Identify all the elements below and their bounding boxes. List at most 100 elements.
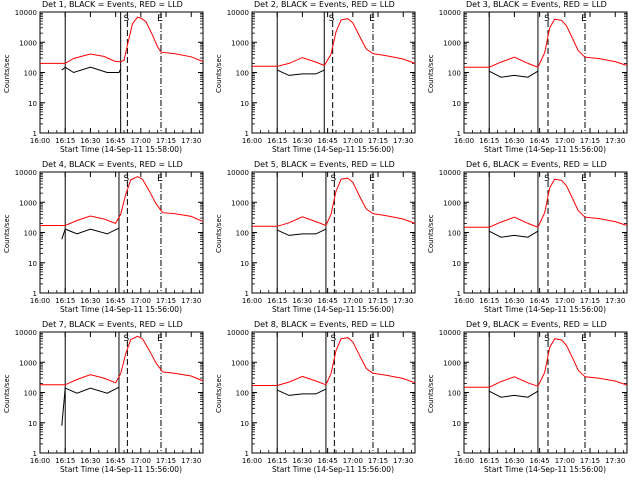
x-tick-label: 16:00: [30, 137, 50, 145]
series-line-black-events: [488, 230, 539, 238]
x-tick-label: 16:30: [80, 457, 100, 465]
x-axis-label: Start Time (14-Sep-11 15:56:00): [60, 305, 182, 314]
x-tick-label: 16:45: [318, 297, 338, 305]
x-axis-label: Start Time (14-Sep-11 15:56:00): [484, 465, 606, 474]
x-tick-label: 17:15: [156, 297, 176, 305]
marker-label: S: [330, 174, 336, 184]
x-tick-label: 16:00: [454, 457, 474, 465]
chart-title: Det 7, BLACK = Events, RED = LLD: [42, 320, 183, 329]
y-tick-label: 100: [448, 230, 461, 238]
series-line-red-lld: [252, 337, 416, 386]
x-tick-label: 17:30: [181, 297, 201, 305]
x-tick-label: 17:30: [605, 297, 625, 305]
plot-frame: [463, 11, 628, 134]
x-tick-label: 17:30: [605, 457, 625, 465]
x-tick-label: 16:00: [454, 297, 474, 305]
x-tick-label: 16:00: [30, 297, 50, 305]
y-tick-label: 1000: [443, 199, 461, 207]
series-line-red-lld: [40, 16, 204, 64]
x-tick-label: 17:30: [393, 137, 413, 145]
plot-frame: [463, 331, 628, 454]
y-tick-label: 1000: [19, 39, 37, 47]
y-tick-label: 1000: [19, 199, 37, 207]
y-tick-label: 100: [24, 70, 37, 78]
marker-label: E: [369, 334, 375, 344]
marker-label: E: [157, 14, 163, 24]
x-axis-label: Start Time (14-Sep-11 15:56:00): [484, 305, 606, 314]
x-tick-label: 16:45: [530, 297, 550, 305]
detector-panel-2: 1 10 100 1000 10000 16:00 16:15 16:30 16:45 17:00…: [212, 0, 424, 160]
y-axis-label: Counts/sec: [215, 213, 223, 253]
marker-label: S: [544, 14, 550, 24]
y-tick-label: 10000: [227, 329, 249, 337]
x-tick-label: 16:00: [242, 297, 262, 305]
y-tick-label: 100: [24, 230, 37, 238]
y-tick-label: 10000: [227, 9, 249, 17]
x-tick-label: 16:15: [267, 297, 287, 305]
chart-title: Det 4, BLACK = Events, RED = LLD: [42, 160, 183, 169]
detector-panel-6: 1 10 100 1000 10000 16:00 16:15 16:30 16:45 17:00…: [424, 160, 636, 320]
x-axis-label: Start Time (14-Sep-11 15:56:00): [272, 305, 394, 314]
y-tick-label: 10: [28, 420, 37, 428]
marker-label: S: [124, 334, 130, 344]
detector-panel-4: 1 10 100 1000 10000 16:00 16:15 16:30 16:45 17:00…: [0, 160, 212, 320]
series-line-red-lld: [252, 18, 416, 67]
plot-svg: 1 10 100 1000 10000 16:00 16:15 16:30 16:45 17:00…: [15, 169, 204, 305]
x-tick-label: 17:15: [368, 297, 388, 305]
y-tick-label: 1: [457, 290, 461, 298]
y-tick-label: 1: [457, 450, 461, 458]
x-tick-label: 17:15: [156, 137, 176, 145]
x-tick-label: 17:15: [580, 137, 600, 145]
y-tick-label: 1000: [231, 39, 249, 47]
x-tick-label: 17:00: [131, 457, 151, 465]
y-tick-label: 1: [245, 130, 249, 138]
y-axis-label: Counts/sec: [427, 53, 435, 93]
x-tick-label: 16:30: [80, 137, 100, 145]
x-tick-label: 16:15: [267, 457, 287, 465]
x-tick-label: 17:00: [343, 457, 363, 465]
y-tick-label: 1000: [231, 199, 249, 207]
plot-svg: 1 10 100 1000 10000 16:00 16:15 16:30 16:45 17:00…: [439, 9, 628, 145]
x-tick-label: 17:15: [368, 457, 388, 465]
marker-label: E: [581, 334, 587, 344]
x-axis-label: Start Time (14-Sep-11 15:56:00): [272, 145, 394, 154]
y-tick-label: 100: [448, 390, 461, 398]
marker-label: S: [544, 174, 550, 184]
chart-title: Det 6, BLACK = Events, RED = LLD: [466, 160, 607, 169]
marker-label: S: [329, 14, 335, 24]
plot-svg: 1 10 100 1000 10000 16:00 16:15 16:30 16:45 17:00…: [15, 329, 204, 465]
x-tick-label: 17:15: [156, 457, 176, 465]
x-tick-label: 16:45: [530, 137, 550, 145]
x-tick-label: 16:45: [106, 137, 126, 145]
y-tick-label: 100: [448, 70, 461, 78]
y-tick-label: 10000: [15, 169, 37, 177]
x-tick-label: 16:45: [106, 297, 126, 305]
x-tick-label: 17:00: [131, 297, 151, 305]
y-axis-label: Counts/sec: [427, 373, 435, 413]
series-line-red-lld: [40, 176, 204, 226]
marker-label: S: [330, 334, 336, 344]
y-tick-label: 10: [240, 260, 249, 268]
x-tick-label: 17:00: [555, 137, 575, 145]
y-tick-label: 10: [452, 420, 461, 428]
y-tick-label: 10: [240, 420, 249, 428]
x-tick-label: 16:15: [479, 137, 499, 145]
y-tick-label: 10000: [439, 329, 461, 337]
series-line-red-lld: [464, 178, 628, 228]
y-tick-label: 10: [28, 100, 37, 108]
x-tick-label: 17:15: [368, 137, 388, 145]
y-tick-label: 10: [240, 100, 249, 108]
detector-panel-5: 1 10 100 1000 10000 16:00 16:15 16:30 16:45 17:00…: [212, 160, 424, 320]
x-tick-label: 16:15: [55, 297, 75, 305]
y-tick-label: 1000: [443, 359, 461, 367]
x-tick-label: 16:15: [55, 137, 75, 145]
y-tick-label: 100: [236, 390, 249, 398]
series-line-black-events: [488, 390, 539, 398]
series-line-red-lld: [252, 177, 416, 227]
x-axis-label: Start Time (14-Sep-11 15:56:00): [272, 465, 394, 474]
y-tick-label: 1: [33, 450, 37, 458]
marker-label: S: [124, 174, 130, 184]
detector-panel-9: 1 10 100 1000 10000 16:00 16:15 16:30 16:45 17:00…: [424, 320, 636, 480]
detector-panel-8: 1 10 100 1000 10000 16:00 16:15 16:30 16:45 17:00…: [212, 320, 424, 480]
y-axis-label: Counts/sec: [3, 373, 11, 413]
